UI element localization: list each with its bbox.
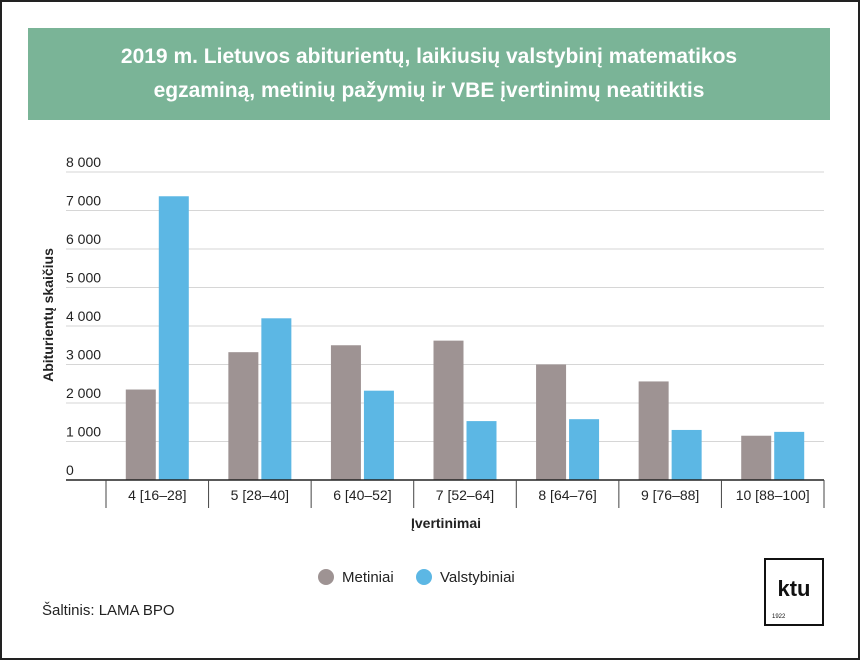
bar-metiniai xyxy=(536,364,567,480)
bar-metiniai xyxy=(330,345,361,480)
x-axis-label: Įvertinimai xyxy=(411,515,481,531)
y-tick-label: 6 000 xyxy=(66,231,101,247)
y-tick-labels: 0 1 000 2 000 3 000 4 000 5 000 6 000 7 000 8 00… xyxy=(66,154,101,478)
bar-valstybiniai xyxy=(261,318,292,480)
bars xyxy=(125,196,805,480)
logo-text: ktu xyxy=(777,576,811,601)
chart-title: 2019 m. Lietuvos abiturientų, laikiusių … xyxy=(120,45,738,102)
bar-valstybiniai xyxy=(363,390,394,480)
bar-valstybiniai xyxy=(466,421,497,480)
x-tick-label: 6 [40–52] xyxy=(333,487,391,503)
bar-valstybiniai xyxy=(774,431,805,480)
x-tick-label: 7 [52–64] xyxy=(436,487,494,503)
legend-marker-metiniai xyxy=(318,569,334,585)
source-note: Šaltinis: LAMA BPO xyxy=(42,602,175,619)
bar-metiniai xyxy=(125,389,156,480)
bar-valstybiniai xyxy=(569,419,600,480)
x-tick-label: 10 [88–100] xyxy=(736,487,810,503)
bar-metiniai xyxy=(638,381,669,480)
bar-metiniai xyxy=(433,340,464,480)
y-tick-label: 1 000 xyxy=(66,424,101,440)
y-tick-label: 4 000 xyxy=(66,308,101,324)
logo-year: 1922 xyxy=(772,614,786,620)
legend-label-metiniai: Metiniai xyxy=(342,569,394,586)
x-tick-label: 4 [16–28] xyxy=(128,487,186,503)
y-tick-label: 5 000 xyxy=(66,270,101,286)
legend-label-valstybiniai: Valstybiniai xyxy=(440,569,515,586)
y-tick-label: 2 000 xyxy=(66,385,101,401)
bar-metiniai xyxy=(228,352,259,480)
y-axis-label: Abiturientų skaičius xyxy=(40,248,56,382)
y-tick-label: 3 000 xyxy=(66,347,101,363)
x-tick-label: 8 [64–76] xyxy=(538,487,596,503)
y-tick-label: 0 xyxy=(66,462,74,478)
x-tick-label: 9 [76–88] xyxy=(641,487,699,503)
x-tick-label: 5 [28–40] xyxy=(231,487,289,503)
bar-valstybiniai xyxy=(158,196,189,480)
legend-marker-valstybiniai xyxy=(416,569,432,585)
title-band: 2019 m. Lietuvos abiturientų, laikiusių … xyxy=(28,28,830,120)
ktu-logo: ktu 1922 xyxy=(764,558,824,626)
legend: Metiniai Valstybiniai xyxy=(318,569,515,586)
bar-valstybiniai xyxy=(671,429,702,480)
x-axis: 4 [16–28] 5 [28–40] 6 [40–52] 7 [52–64] 8 [6… xyxy=(66,479,825,508)
bar-metiniai xyxy=(741,435,772,480)
y-tick-label: 7 000 xyxy=(66,193,101,209)
y-tick-label: 8 000 xyxy=(66,154,101,170)
